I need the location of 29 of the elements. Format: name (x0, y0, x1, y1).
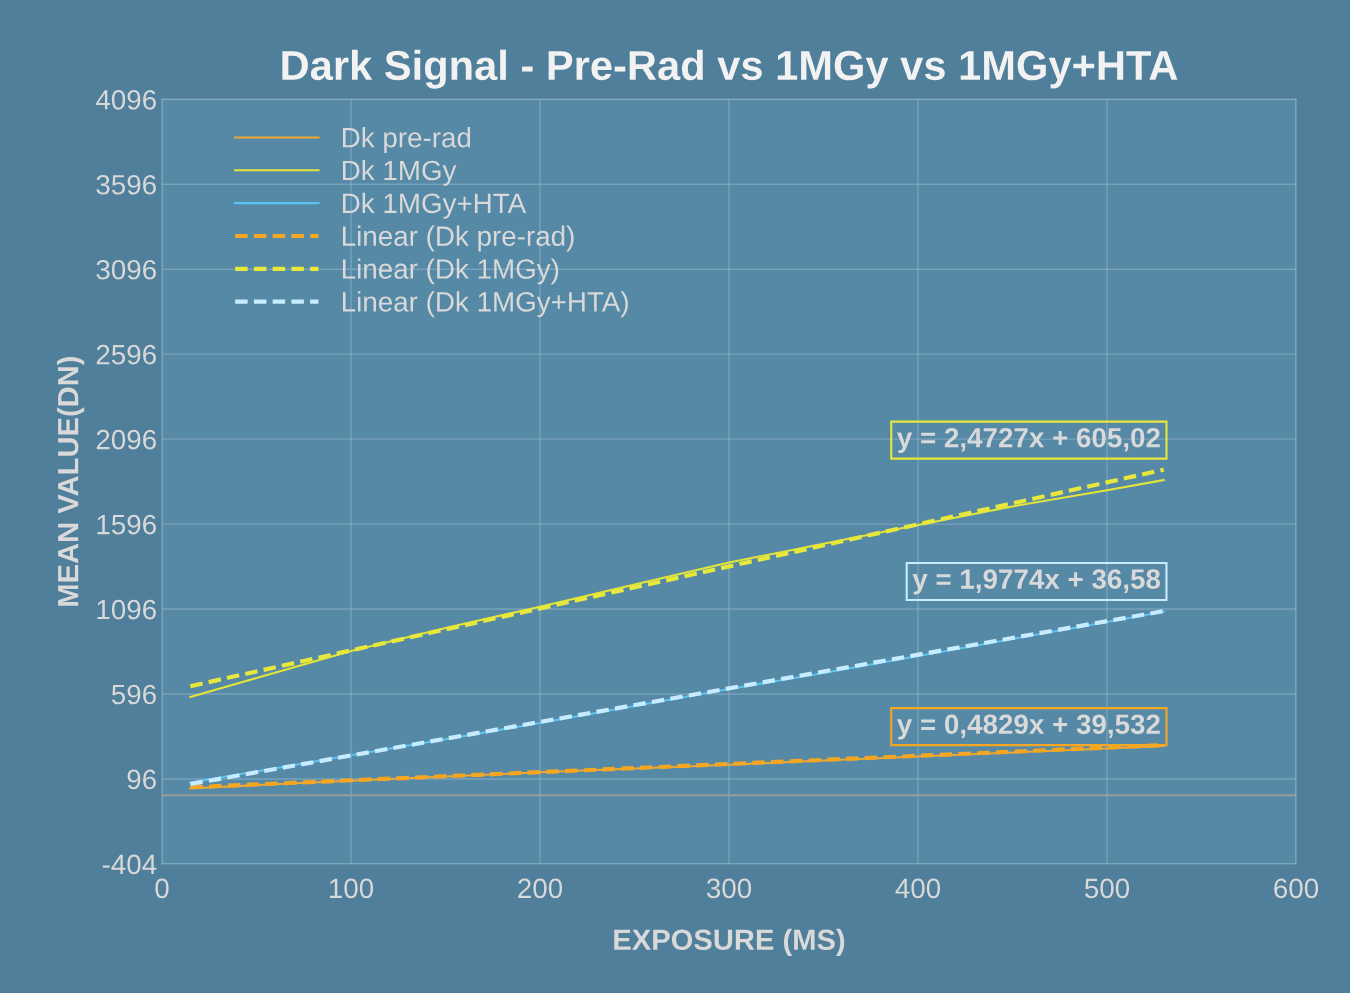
y-axis-title: MEAN VALUE(DN) (57, 356, 85, 606)
x-tick-label: 500 (1084, 878, 1130, 899)
legend-label: Linear (Dk 1MGy+HTA) (342, 291, 628, 318)
y-tick-label: 4096 (95, 89, 156, 110)
x-tick-label: 600 (1274, 878, 1319, 899)
y-tick-label: 1596 (97, 514, 156, 535)
y-tick-label: 2596 (96, 344, 156, 365)
annotation: y = 1,9774x + 36,58 (912, 569, 1161, 595)
x-tick-label: 300 (706, 878, 752, 899)
y-tick-label: 3596 (96, 174, 156, 195)
legend-label: Linear (Dk 1MGy) (342, 258, 559, 285)
annotation: y = 0,4829x + 39,532 (897, 714, 1160, 740)
annotation: y = 2,4727x + 605,02 (897, 427, 1160, 454)
x-tick-label: 400 (895, 878, 941, 899)
y-tick-label: 2096 (96, 429, 156, 450)
x-tick-label: 100 (329, 878, 374, 899)
y-tick-label: -404 (102, 854, 157, 875)
x-tick-label: 200 (518, 878, 563, 899)
legend-label: Dk 1MGy (342, 159, 457, 186)
y-tick-label: 96 (127, 769, 156, 790)
x-axis-title: EXPOSURE (MS) (614, 928, 845, 956)
y-tick-label: 596 (111, 684, 156, 705)
legend-label: Linear (Dk pre-rad) (342, 225, 574, 252)
y-tick-label: 3096 (96, 259, 156, 280)
legend-label: Dk pre-rad (342, 127, 471, 153)
chart-title: Dark Signal - Pre-Rad vs 1MGy vs 1MGy+HTA (282, 49, 1178, 89)
y-tick-label: 1096 (97, 599, 156, 620)
x-tick-label: 0 (155, 878, 169, 899)
legend-label: Dk 1MGy+HTA (342, 192, 527, 219)
